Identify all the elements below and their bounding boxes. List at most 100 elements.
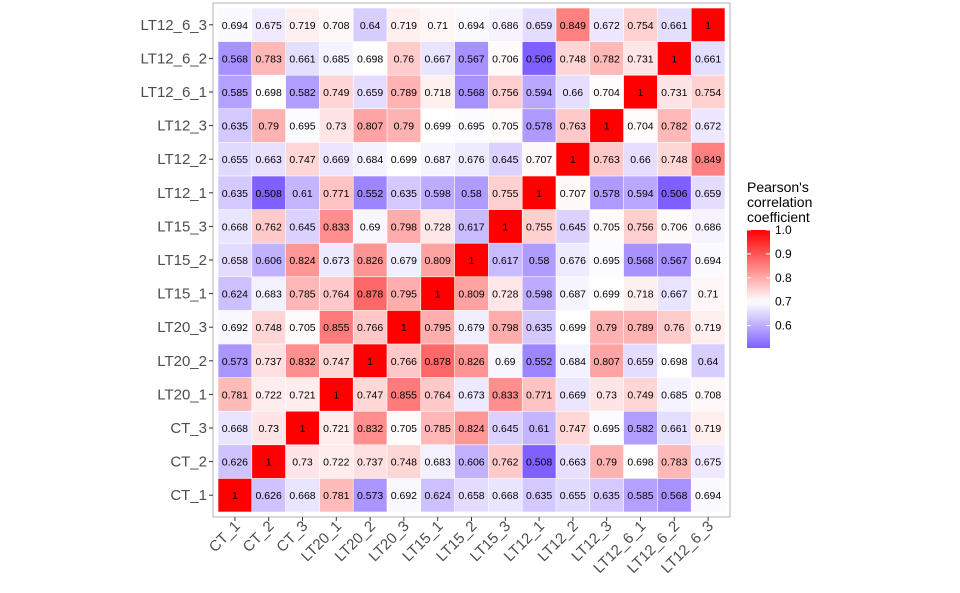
cell-fill	[522, 310, 556, 344]
cell-fill	[421, 109, 455, 143]
cell-value-label: 0.718	[627, 289, 653, 301]
cell-value-label: 0.79	[596, 457, 617, 469]
heatmap-cell: 0.686	[691, 209, 725, 243]
cell-fill	[387, 209, 421, 243]
heatmap-cell: 0.705	[488, 109, 522, 143]
cell-value-label: 0.659	[526, 20, 552, 32]
cell-value-label: 0.69	[495, 356, 516, 368]
cell-fill	[657, 411, 691, 445]
cell-fill	[353, 209, 387, 243]
cell-value-label: 0.755	[526, 221, 552, 233]
cell-fill	[522, 176, 556, 210]
cell-value-label: 0.73	[326, 121, 347, 133]
heatmap-cell: 0.624	[421, 478, 455, 512]
cell-value-label: 0.661	[661, 20, 687, 32]
cell-value-label: 0.756	[492, 87, 518, 99]
heatmap-cell: 0.585	[623, 478, 658, 512]
cell-fill	[353, 411, 387, 445]
cell-value-label: 0.661	[695, 53, 721, 65]
cell-value-label: 0.719	[289, 20, 315, 32]
cell-value-label: 1	[502, 221, 508, 233]
cell-fill	[556, 109, 590, 143]
cell-value-label: 0.578	[594, 188, 620, 200]
heatmap-cell: 0.728	[488, 277, 522, 311]
heatmap-cell: 0.578	[522, 109, 556, 143]
heatmap-cell: 0.594	[522, 75, 556, 109]
legend-tick-label: 0.6	[775, 319, 792, 333]
cell-value-label: 0.508	[526, 457, 552, 469]
cell-value-label: 0.669	[560, 389, 586, 401]
cell-fill	[421, 176, 455, 210]
cell-value-label: 1	[536, 188, 542, 200]
heatmap-cell: 0.785	[285, 277, 320, 311]
cell-value-label: 0.798	[492, 322, 518, 334]
heatmap-cell: 0.747	[285, 142, 320, 176]
cell-fill	[421, 75, 455, 109]
heatmap-cell: 0.692	[387, 478, 421, 512]
heatmap-cell: 0.635	[590, 478, 624, 512]
cell-value-label: 0.71	[427, 20, 448, 32]
cell-value-label: 0.719	[695, 322, 721, 334]
cell-value-label: 0.781	[222, 389, 248, 401]
heatmap-cell: 0.781	[218, 377, 252, 411]
heatmap-cell: 0.782	[657, 109, 691, 143]
cell-fill	[623, 243, 658, 277]
cell-fill	[657, 75, 691, 109]
heatmap-cell: 0.719	[387, 8, 421, 42]
cell-value-label: 0.832	[289, 356, 315, 368]
heatmap-cell: 0.781	[319, 478, 353, 512]
heatmap-cell: 0.754	[623, 8, 658, 42]
cell-fill	[657, 377, 691, 411]
heatmap-cell: 0.668	[218, 411, 252, 445]
cell-fill	[252, 344, 286, 378]
heatmap-cell: 0.669	[556, 377, 590, 411]
cell-value-label: 0.684	[357, 154, 383, 166]
cell-fill	[691, 142, 725, 176]
cell-fill	[556, 445, 590, 479]
y-tick-label: LT12_6_1	[141, 84, 207, 101]
y-tick-label: LT15_2	[157, 252, 207, 269]
heatmap-cell: 0.833	[319, 209, 353, 243]
heatmap-cell: 0.659	[623, 344, 658, 378]
heatmap-cell: 0.61	[285, 176, 320, 210]
heatmap-cell: 0.756	[623, 209, 658, 243]
cell-fill	[657, 243, 691, 277]
cell-fill	[252, 377, 286, 411]
cell-value-label: 1	[604, 121, 610, 133]
cell-value-label: 0.766	[357, 322, 383, 334]
legend-title-line: Pearson's	[747, 179, 809, 195]
heatmap-cell: 0.659	[353, 75, 387, 109]
cell-fill	[421, 142, 455, 176]
cell-value-label: 0.699	[560, 322, 586, 334]
heatmap-cell: 0.771	[522, 377, 556, 411]
cell-value-label: 0.683	[425, 457, 451, 469]
heatmap-cell: 0.731	[623, 41, 658, 75]
cell-value-label: 0.785	[289, 289, 315, 301]
cell-value-label: 0.659	[357, 87, 383, 99]
cell-value-label: 0.749	[627, 389, 653, 401]
heatmap-cell: 0.766	[353, 310, 387, 344]
heatmap-cell: 0.807	[353, 109, 387, 143]
cell-value-label: 0.764	[425, 389, 451, 401]
cell-fill	[623, 209, 658, 243]
heatmap-cell: 0.789	[387, 75, 421, 109]
cell-fill	[522, 478, 556, 512]
cell-fill	[590, 310, 624, 344]
cell-fill	[691, 75, 725, 109]
cell-value-label: 0.699	[425, 121, 451, 133]
cell-value-label: 0.783	[661, 457, 687, 469]
heatmap-cell: 0.508	[522, 445, 556, 479]
heatmap-cell: 0.756	[488, 75, 522, 109]
cell-value-label: 1	[367, 356, 373, 368]
cell-value-label: 0.782	[661, 121, 687, 133]
cell-value-label: 0.626	[256, 490, 282, 502]
cell-value-label: 0.719	[391, 20, 417, 32]
heatmap-cell: 0.698	[657, 344, 691, 378]
heatmap-cell: 0.855	[319, 310, 353, 344]
cell-fill	[454, 209, 489, 243]
cell-fill	[691, 344, 725, 378]
y-tick-label: CT_3	[170, 420, 207, 437]
cell-value-label: 0.699	[594, 289, 620, 301]
cell-value-label: 0.658	[458, 490, 484, 502]
